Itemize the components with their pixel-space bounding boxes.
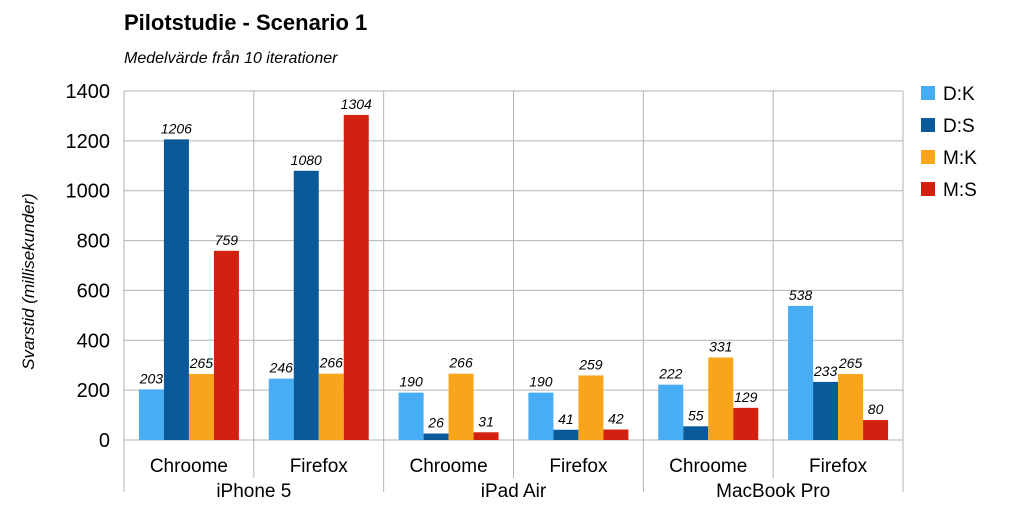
bar: [188, 373, 214, 440]
x-category-label: Firefox: [809, 456, 868, 477]
data-label: 759: [215, 232, 239, 248]
bar: [863, 420, 889, 440]
legend-label: D:S: [943, 116, 975, 137]
data-label: 41: [558, 411, 574, 427]
axes: 0 200 400 600 800 1000 1200 1400 Chroome Firefox C…: [19, 81, 904, 502]
data-label: 246: [269, 360, 294, 376]
y-tick-label: 1200: [66, 131, 111, 153]
bar: [788, 305, 814, 440]
data-label: 203: [139, 370, 164, 386]
data-label: 233: [813, 363, 838, 379]
x-category-label: Chroome: [669, 456, 747, 477]
data-label: 266: [448, 355, 473, 371]
bar: [813, 381, 839, 440]
bar: [423, 433, 449, 440]
bar: [708, 357, 734, 440]
data-label: 1206: [161, 120, 192, 136]
bar: [163, 139, 189, 440]
legend-swatch: [921, 118, 935, 132]
y-axis-title: Svarstid (millisekunder): [19, 193, 38, 370]
legend: D:K D:S M:K M:S: [921, 84, 977, 201]
bar: [658, 384, 684, 440]
data-label: 265: [838, 355, 863, 371]
bar: [603, 429, 629, 440]
y-tick-label: 600: [77, 280, 110, 302]
data-label: 538: [789, 287, 813, 303]
legend-swatch: [921, 86, 935, 100]
data-label: 55: [688, 407, 704, 423]
data-label: 265: [189, 355, 214, 371]
bar: [553, 429, 579, 440]
bar: [733, 407, 759, 440]
data-label: 26: [427, 415, 444, 431]
chart-subtitle: Medelvärde från 10 iterationer: [124, 50, 338, 67]
y-tick-label: 800: [77, 231, 110, 253]
bar: [528, 392, 554, 440]
x-category-label: Firefox: [549, 456, 608, 477]
legend-label: M:S: [943, 180, 977, 201]
bar: [213, 250, 239, 440]
data-label: 222: [658, 366, 683, 382]
data-label: 190: [399, 374, 423, 390]
data-label: 42: [608, 411, 624, 427]
bar: [343, 114, 369, 440]
data-label: 190: [529, 374, 553, 390]
data-label: 266: [319, 355, 344, 371]
bar: [838, 373, 864, 440]
bar: [318, 373, 344, 440]
bar: [448, 373, 474, 440]
bar: [578, 375, 604, 440]
bar: [138, 389, 164, 440]
legend-swatch: [921, 182, 935, 196]
y-tick-label: 0: [99, 430, 110, 452]
y-tick-label: 200: [77, 380, 110, 402]
chart-title: Pilotstudie - Scenario 1: [124, 10, 368, 35]
x-category-label: Firefox: [290, 456, 349, 477]
data-label: 1080: [291, 152, 322, 168]
y-tick-label: 1000: [66, 181, 111, 203]
x-category-label: Chroome: [150, 456, 228, 477]
legend-label: M:K: [943, 148, 977, 169]
legend-label: D:K: [943, 84, 975, 105]
bar: [268, 378, 294, 440]
y-tick-label: 400: [77, 330, 110, 352]
bars: [138, 114, 889, 440]
x-group-label: iPhone 5: [216, 481, 291, 502]
bar: [398, 392, 424, 440]
data-label: 331: [709, 338, 732, 354]
bar: [683, 426, 709, 440]
data-label: 259: [578, 356, 603, 372]
y-tick-label: 1400: [66, 81, 111, 103]
x-group-label: MacBook Pro: [716, 481, 830, 502]
bar: [293, 170, 319, 440]
data-label: 129: [734, 389, 758, 405]
x-group-label: iPad Air: [481, 481, 547, 502]
x-category-label: Chroome: [410, 456, 488, 477]
legend-swatch: [921, 150, 935, 164]
grid-lines: [123, 90, 904, 441]
bar: [473, 432, 499, 440]
data-label: 1304: [341, 96, 372, 112]
data-label: 80: [868, 401, 884, 417]
data-label: 31: [478, 413, 494, 429]
